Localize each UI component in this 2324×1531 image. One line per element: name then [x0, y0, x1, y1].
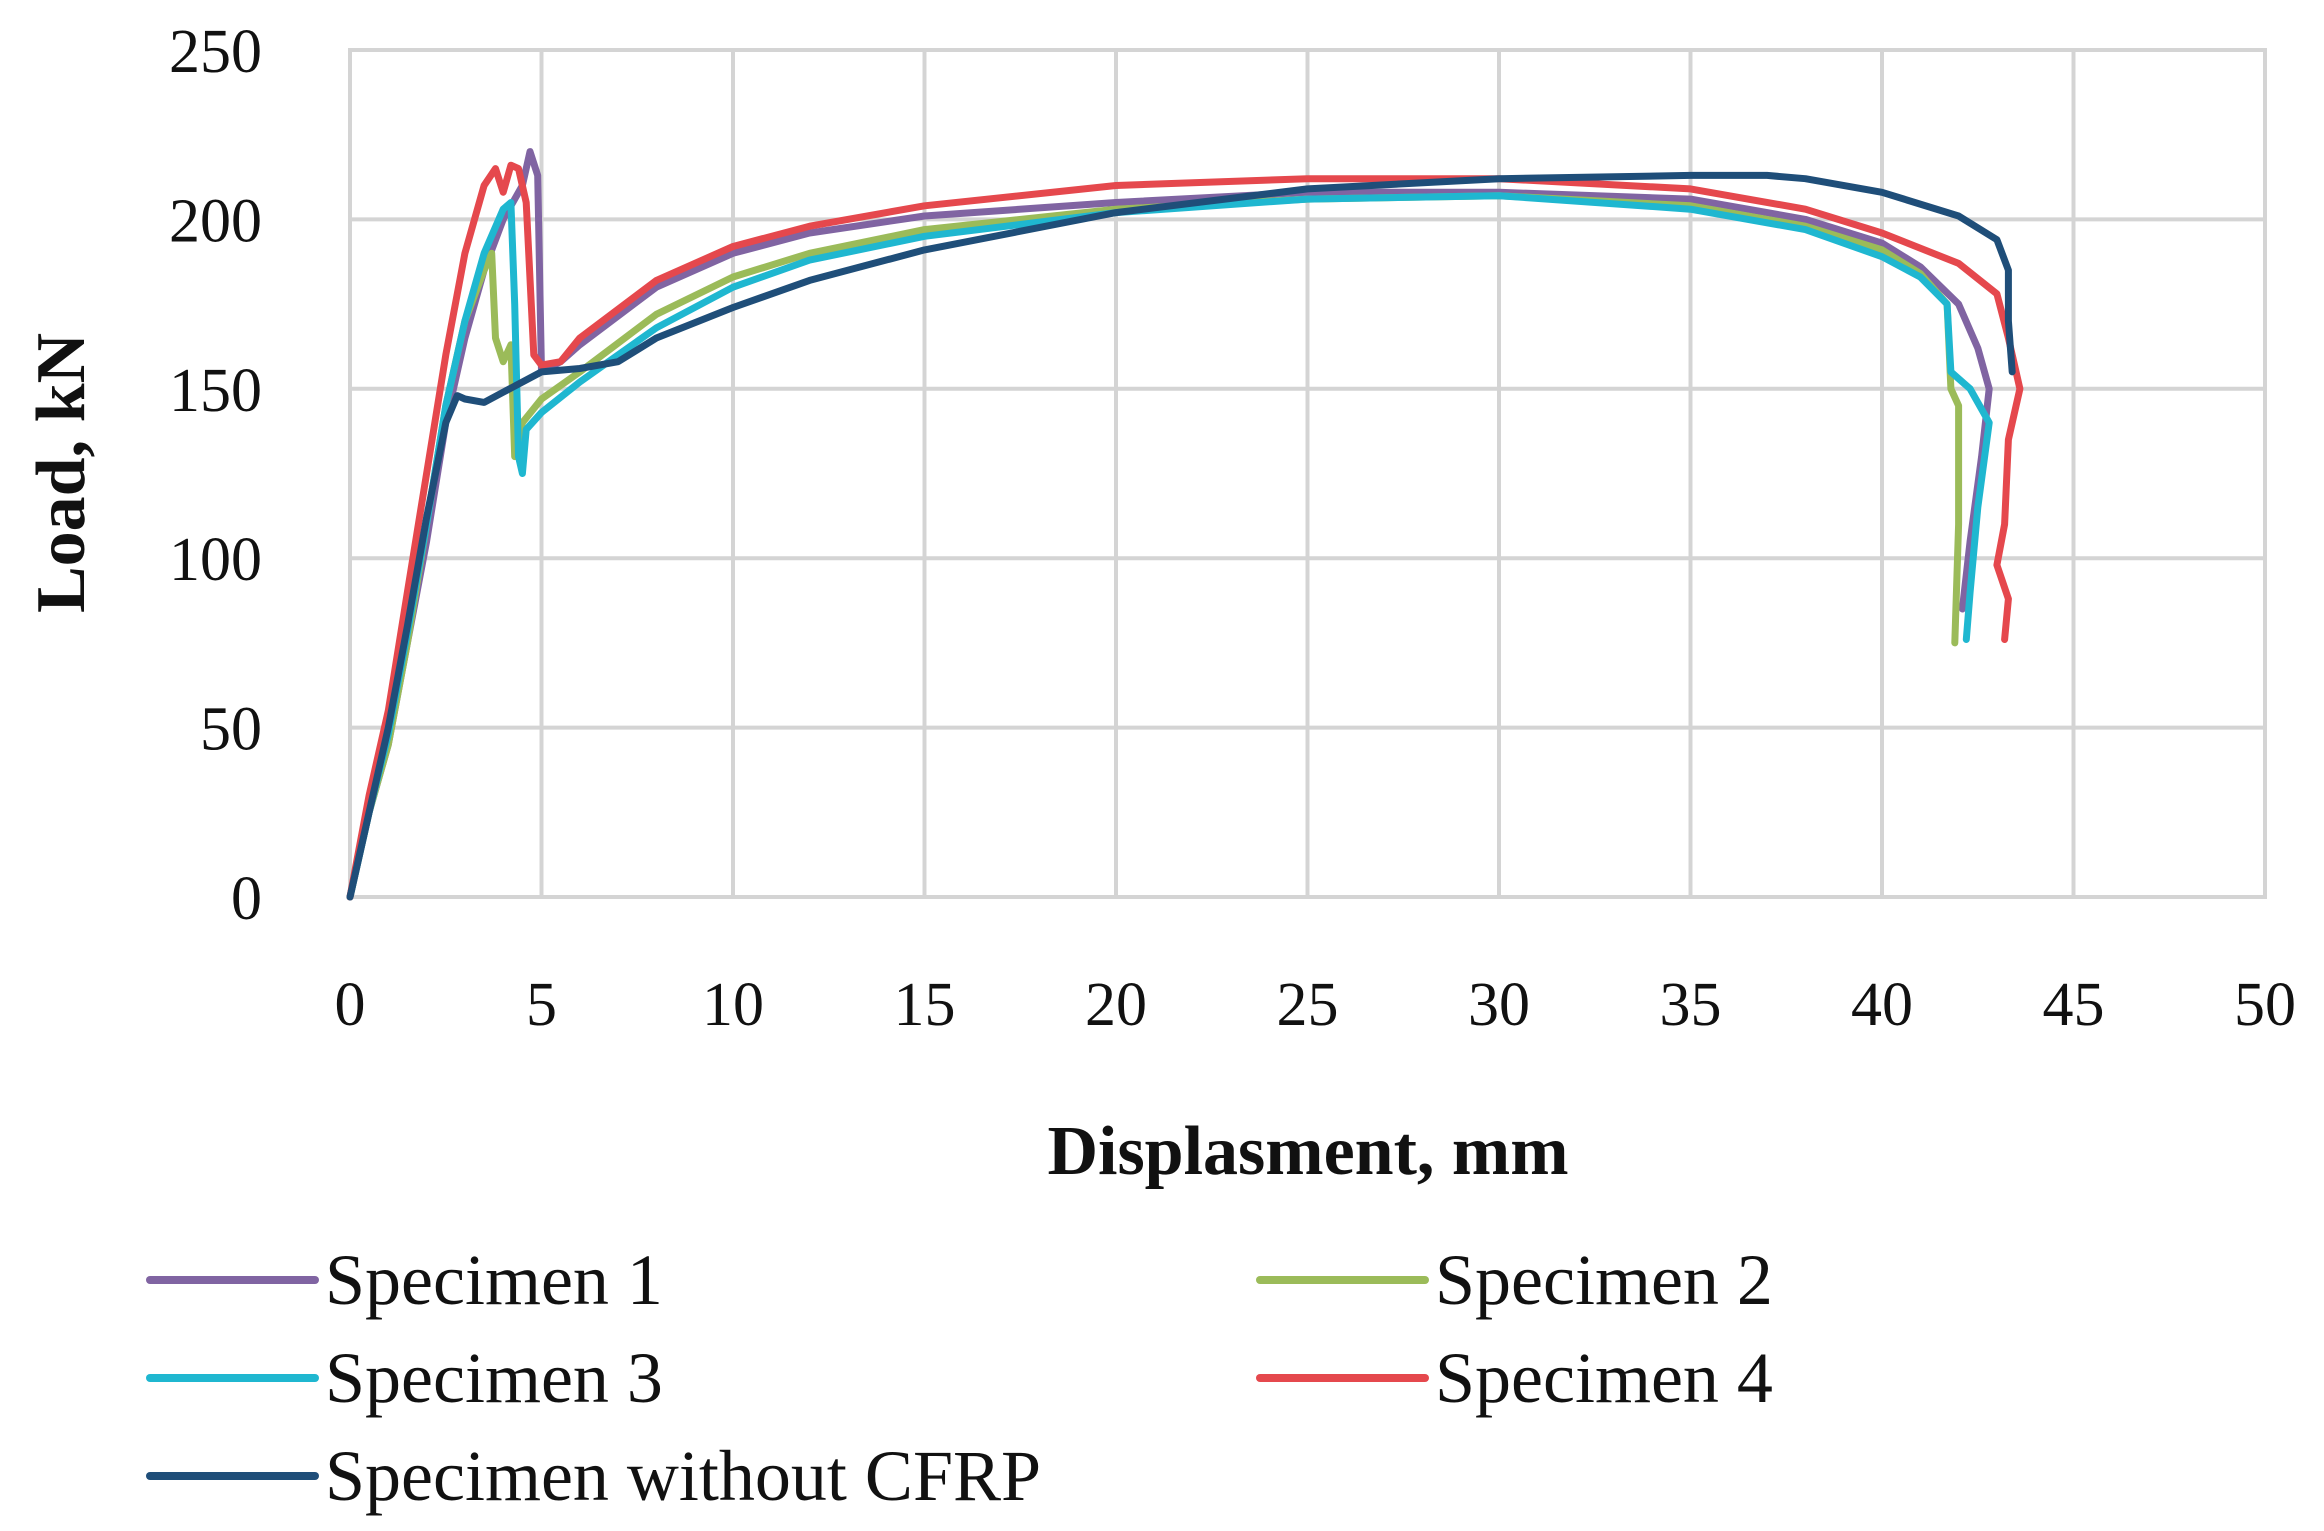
y-tick-label: 200 [169, 187, 262, 255]
x-axis-title: Displasment, mm [1047, 1113, 1568, 1190]
y-tick-label: 250 [169, 18, 262, 86]
legend-label-5: Specimen without CFRP [325, 1436, 1041, 1516]
tick-labels: 0 5 10 15 20 25 30 35 40 45 50 0 50 100 150 200 250 [169, 18, 2296, 1039]
gridlines [350, 50, 2265, 897]
x-tick-label: 30 [1468, 971, 1530, 1039]
series-lines [346, 148, 2024, 901]
series-line-3 [346, 192, 1993, 901]
x-tick-label: 45 [2043, 971, 2105, 1039]
y-tick-label: 50 [200, 696, 262, 764]
x-tick-label: 50 [2234, 971, 2296, 1039]
legend-label-1: Specimen 1 [325, 1240, 663, 1320]
x-tick-label: 5 [526, 971, 557, 1039]
legend: Specimen 1 Specimen 2 Specimen 3 Specimen 4… [146, 1240, 1773, 1516]
y-tick-label: 150 [169, 357, 262, 425]
legend-label-4: Specimen 4 [1435, 1338, 1773, 1418]
x-tick-label: 10 [702, 971, 764, 1039]
legend-label-3: Specimen 3 [325, 1338, 663, 1418]
x-tick-label: 25 [1277, 971, 1339, 1039]
x-tick-label: 40 [1851, 971, 1913, 1039]
y-axis-title: Load, kN [23, 333, 100, 613]
x-tick-label: 35 [1660, 971, 1722, 1039]
x-tick-label: 0 [335, 971, 366, 1039]
legend-label-2: Specimen 2 [1435, 1240, 1773, 1320]
x-tick-label: 20 [1085, 971, 1147, 1039]
series-line-5 [346, 171, 2016, 901]
y-tick-label: 100 [169, 526, 262, 594]
x-tick-label: 15 [894, 971, 956, 1039]
y-tick-label: 0 [231, 865, 262, 933]
